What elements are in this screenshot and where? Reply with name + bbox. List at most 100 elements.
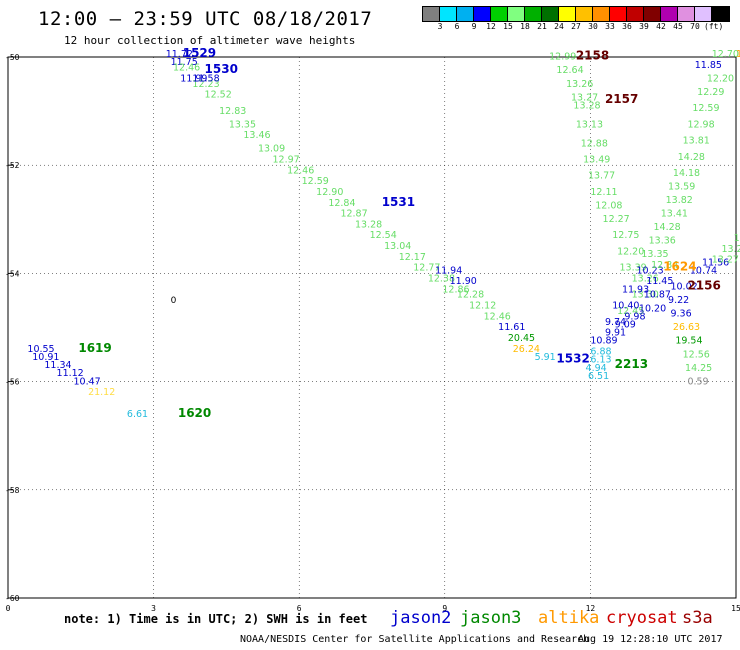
swh-value: 12.56 bbox=[683, 349, 710, 360]
swh-value: 12.46 bbox=[287, 165, 314, 176]
swh-value: 12.70 bbox=[712, 49, 739, 60]
swh-value: 9.36 bbox=[670, 309, 691, 320]
swh-value: 11.56 bbox=[702, 257, 729, 268]
swh-value: 13.29 bbox=[721, 244, 740, 255]
swh-value: 12.84 bbox=[651, 260, 678, 271]
swh-value: 12.59 bbox=[692, 103, 719, 114]
swh-value: 9.74 bbox=[605, 317, 626, 328]
swh-value: 6.61 bbox=[127, 409, 148, 420]
color-scale-label: 30 bbox=[588, 22, 598, 31]
swh-value: 12.52 bbox=[205, 90, 232, 101]
swh-value: 14.25 bbox=[685, 363, 712, 374]
swh-value: 12.12 bbox=[469, 301, 496, 312]
color-swatch bbox=[661, 7, 678, 21]
track-label: 1532 bbox=[556, 352, 589, 366]
legend-item-altika: altika bbox=[538, 608, 600, 628]
swh-value: 21.12 bbox=[88, 387, 115, 398]
swh-value: 12.46 bbox=[484, 311, 511, 322]
color-scale-label: 45 bbox=[673, 22, 683, 31]
color-scale-label: 6 bbox=[454, 22, 460, 31]
swh-value: 10.47 bbox=[74, 376, 101, 387]
swh-value: 13.49 bbox=[583, 154, 610, 165]
swh-value: 13.35 bbox=[641, 249, 668, 260]
swh-value: 26.63 bbox=[673, 322, 700, 333]
color-scale-label: 24 bbox=[554, 22, 564, 31]
lon-label: 12 bbox=[586, 604, 596, 613]
lat-label: -52 bbox=[5, 161, 20, 170]
swh-value: 12.23 bbox=[192, 79, 219, 90]
swh-value: 12.75 bbox=[612, 230, 639, 241]
color-swatch bbox=[508, 7, 525, 21]
swh-value: 12.86 bbox=[442, 284, 469, 295]
color-swatch bbox=[627, 7, 644, 21]
lon-label: 0 bbox=[6, 604, 11, 613]
footer-timestamp: Aug 19 12:28:10 UTC 2017 bbox=[578, 634, 723, 645]
swh-value: 12.20 bbox=[617, 246, 644, 257]
swh-value: 10.20 bbox=[639, 303, 666, 314]
track-label: 1530 bbox=[205, 62, 238, 76]
swh-value: 13.26 bbox=[566, 79, 593, 90]
swh-value: 13.28 bbox=[573, 100, 600, 111]
swh-value: 12.64 bbox=[556, 65, 583, 76]
swh-value: 10.89 bbox=[590, 336, 617, 347]
map-label: 0 bbox=[171, 296, 177, 306]
lon-label: 15 bbox=[731, 604, 740, 613]
track-label: 1531 bbox=[382, 195, 415, 209]
legend-note: note: 1) Time is in UTC; 2) SWH is in fe… bbox=[64, 612, 368, 626]
swh-value: 10.02 bbox=[670, 282, 697, 293]
color-scale-label: 70 bbox=[690, 22, 700, 31]
color-swatch bbox=[644, 7, 661, 21]
swh-value: 10.87 bbox=[644, 290, 671, 301]
color-swatch bbox=[474, 7, 491, 21]
swh-value: 13.46 bbox=[243, 130, 270, 141]
swh-value: 13.26 bbox=[632, 274, 659, 285]
swh-value: 19.54 bbox=[675, 336, 702, 347]
swh-value: 4.94 bbox=[586, 363, 607, 374]
swh-value: 12.54 bbox=[370, 230, 397, 241]
swh-value: 16 bbox=[736, 49, 740, 60]
swh-value: 13.36 bbox=[649, 236, 676, 247]
color-swatch bbox=[610, 7, 627, 21]
swh-value: 13.04 bbox=[384, 241, 411, 252]
swh-value: 0.59 bbox=[687, 376, 708, 387]
swh-value: 12.83 bbox=[219, 106, 246, 117]
color-scale-label: 33 bbox=[605, 22, 615, 31]
swh-value: 12.11 bbox=[590, 187, 617, 198]
color-scale-label: 12 bbox=[486, 22, 496, 31]
track-label: 1619 bbox=[78, 341, 111, 355]
swh-value: 13.28 bbox=[355, 219, 382, 230]
swh-value: 12.27 bbox=[603, 214, 630, 225]
track-label: 1624 bbox=[663, 260, 696, 274]
lat-label: -56 bbox=[5, 378, 20, 387]
swh-value: 10.74 bbox=[690, 265, 717, 276]
swh-value: 13.77 bbox=[588, 171, 615, 182]
swh-value: 12.20 bbox=[707, 73, 734, 84]
color-scale-label: 42 bbox=[656, 22, 666, 31]
swh-value: 11.61 bbox=[498, 322, 525, 333]
lon-label: 3 bbox=[151, 604, 156, 613]
swh-value: 6.51 bbox=[588, 371, 609, 382]
swh-value: 13.59 bbox=[668, 182, 695, 193]
swh-value: 10.55 bbox=[27, 344, 54, 355]
swh-value: 12.97 bbox=[273, 154, 300, 165]
swh-value: 11.45 bbox=[646, 276, 673, 287]
swh-value: 13.35 bbox=[229, 119, 256, 130]
track-label: 1620 bbox=[178, 406, 211, 420]
legend-item-s3a: s3a bbox=[682, 608, 713, 628]
color-scale-label: 36 bbox=[622, 22, 632, 31]
swh-value: 13.27 bbox=[571, 92, 598, 103]
swh-value: 12.88 bbox=[581, 138, 608, 149]
color-scale-bar bbox=[422, 6, 730, 22]
swh-value: 12.45 bbox=[617, 306, 644, 317]
color-swatch bbox=[491, 7, 508, 21]
swh-value: 12.87 bbox=[340, 209, 367, 220]
swh-value: 11.94 bbox=[435, 265, 462, 276]
color-swatch bbox=[542, 7, 559, 21]
swh-value: 12.38 bbox=[428, 274, 455, 285]
swh-value: 14.18 bbox=[673, 168, 700, 179]
swh-value: 12.46 bbox=[173, 63, 200, 74]
color-scale-label: 9 bbox=[471, 22, 477, 31]
swh-value: 10.40 bbox=[612, 301, 639, 312]
page-title: 12:00 – 23:59 UTC 08/18/2017 bbox=[38, 8, 373, 30]
